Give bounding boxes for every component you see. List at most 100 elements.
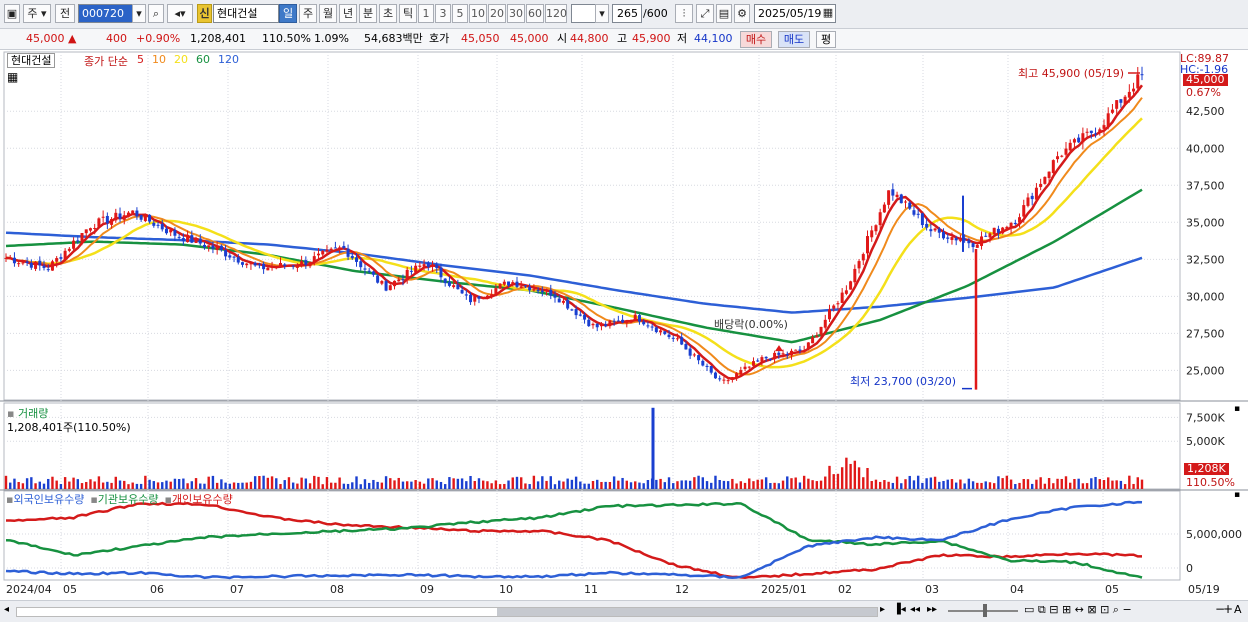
candle-body <box>97 218 101 227</box>
prev-button[interactable]: 전 <box>55 4 75 23</box>
candle-body <box>823 319 827 328</box>
interval-30[interactable]: 30 <box>507 4 525 23</box>
candle-body <box>270 266 274 268</box>
timeframe-6[interactable]: 틱 <box>399 4 417 23</box>
volume-bar <box>460 478 464 489</box>
volume-bar <box>731 478 734 489</box>
candle-body <box>621 319 625 323</box>
ma-period-list: 5 10 20 60 120 <box>137 53 247 66</box>
gear-icon[interactable]: ⚙ <box>734 4 750 23</box>
buy-button[interactable]: 매수 <box>740 31 772 48</box>
volume-close-icon[interactable]: ▪ <box>1234 404 1241 414</box>
candle-body <box>916 213 920 215</box>
zoom-in-icon[interactable]: + <box>1223 602 1234 616</box>
candle-body <box>802 350 806 352</box>
candle-body <box>878 212 882 226</box>
draw-icon[interactable]: ⤢ <box>696 4 714 23</box>
interval-120[interactable]: 120 <box>545 4 567 23</box>
stock-code-input[interactable]: 000720 <box>78 4 146 23</box>
first-icon[interactable]: ▐◂ <box>893 604 906 615</box>
candle-body <box>431 265 435 267</box>
prev-page-icon[interactable]: ◂◂ <box>910 604 921 615</box>
candle-body <box>659 330 663 333</box>
dividend-note: 배당락(0.00%) <box>714 318 788 331</box>
interval-60[interactable]: 60 <box>526 4 544 23</box>
timeframe-1[interactable]: 주 <box>299 4 317 23</box>
volume-bar <box>1035 479 1038 489</box>
candle-body <box>730 377 734 380</box>
count-input[interactable]: 265 <box>612 4 642 23</box>
scroll-right-icon[interactable]: ▸ <box>880 604 886 615</box>
candle-body <box>768 358 772 360</box>
candle-body <box>1018 217 1022 223</box>
volume-bar <box>148 479 151 489</box>
volume-bar <box>241 482 244 489</box>
candle-body <box>853 268 857 283</box>
zoom-out-icon[interactable]: − <box>1215 602 1226 616</box>
eval-button[interactable]: 평 <box>816 31 836 48</box>
interval-10[interactable]: 10 <box>469 4 487 23</box>
volume-bar <box>156 482 160 489</box>
scroll-left-icon[interactable]: ◂ <box>4 604 10 615</box>
price-tick-label: 30,000 <box>1186 290 1225 303</box>
calendar-icon[interactable]: ▦ <box>822 6 834 19</box>
layout-icon[interactable]: ▣ <box>4 4 20 23</box>
candle-body <box>1119 99 1123 103</box>
stock-name-field[interactable]: 현대건설 <box>213 4 279 23</box>
candle-body <box>152 222 156 226</box>
candle-body <box>240 262 244 265</box>
candle-body <box>827 309 831 320</box>
view-icons[interactable]: ▭ ⧉ ⊟ ⊞ ↔ ⊠ ⊡ ⌕ − <box>1024 603 1132 616</box>
dropdown-icon[interactable]: ▾ <box>132 4 146 23</box>
volume-bar <box>211 475 215 489</box>
next-page-icon[interactable]: ▸▸ <box>927 604 938 615</box>
volume-bar <box>363 479 367 489</box>
zoom-handle[interactable] <box>983 604 987 617</box>
ma-20-line <box>5 117 1143 369</box>
sound-icon[interactable]: ◂▾ <box>167 4 193 23</box>
candle-body <box>870 230 874 238</box>
interval-5[interactable]: 5 <box>452 4 468 23</box>
time-axis-right: 05/19 <box>1188 583 1220 596</box>
stock-chart[interactable]: 25,000 27,500 30,000 32,500 35,000 37,500 40,0… <box>0 51 1248 631</box>
timeframe-4[interactable]: 분 <box>359 4 377 23</box>
timeframe-0[interactable]: 일 <box>279 4 297 23</box>
volume-bar <box>722 480 726 489</box>
volume-bar <box>1026 479 1030 489</box>
date-input[interactable]: 2025/05/19 <box>754 4 836 23</box>
save-icon[interactable]: ▤ <box>716 4 732 23</box>
search-icon[interactable]: ⌕ <box>148 4 164 23</box>
candle-body <box>836 303 840 305</box>
candle-body <box>920 213 924 226</box>
price-tick-label: 40,000 <box>1186 142 1225 155</box>
candle-body <box>169 229 173 233</box>
candle-body <box>393 280 397 287</box>
grid-icon[interactable]: ▦ <box>7 70 19 84</box>
volume-bar <box>642 483 645 489</box>
scroll-thumb[interactable] <box>497 608 877 616</box>
volume-bar <box>4 475 8 489</box>
timeframe-2[interactable]: 월 <box>319 4 337 23</box>
sell-button[interactable]: 매도 <box>778 31 810 48</box>
interval-dropdown-icon[interactable]: ▾ <box>595 4 609 23</box>
candle-icon[interactable]: ⫶ <box>675 4 693 23</box>
volume-bar <box>384 476 388 489</box>
high-label: 고 <box>617 32 628 45</box>
interval-20[interactable]: 20 <box>488 4 506 23</box>
interval-1[interactable]: 1 <box>418 4 434 23</box>
text-icon[interactable]: A <box>1234 603 1242 616</box>
holding-close-icon[interactable]: ▪ <box>1234 490 1241 500</box>
timeframe-5[interactable]: 초 <box>379 4 397 23</box>
timeframe-3[interactable]: 년 <box>339 4 357 23</box>
ma-60-line <box>5 188 1143 344</box>
volume-bar <box>1102 480 1106 489</box>
volume-bar <box>684 480 688 489</box>
candle-body <box>312 256 316 263</box>
low-label: 저 <box>677 32 688 45</box>
period-select[interactable]: 주 ▾ <box>23 4 51 23</box>
volume-bar <box>1081 483 1085 489</box>
candle-body <box>1001 227 1005 234</box>
scroll-track[interactable] <box>16 607 878 617</box>
volume-tick-label: 5,000K <box>1186 435 1225 448</box>
interval-3[interactable]: 3 <box>435 4 451 23</box>
